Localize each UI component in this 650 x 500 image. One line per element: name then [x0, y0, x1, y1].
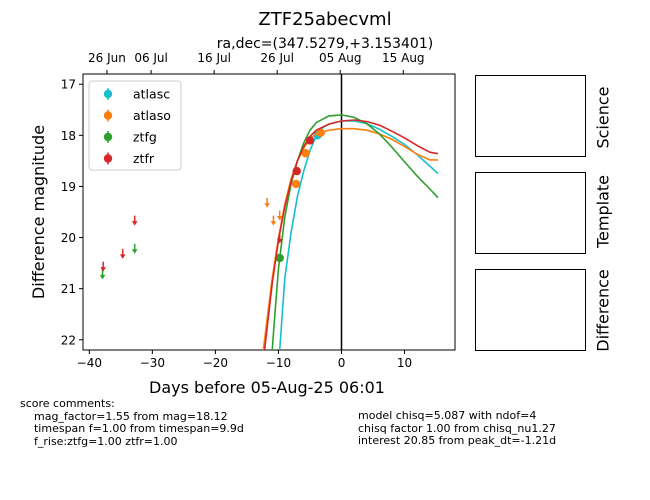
- x-tick-label: −20: [203, 356, 228, 370]
- science-image-panel: [475, 75, 586, 157]
- difference-label: Difference: [593, 269, 613, 352]
- y-tick-label: 18: [61, 129, 76, 143]
- chart-subtitle: ra,dec=(347.5279,+3.153401): [217, 36, 433, 52]
- plot-frame: [82, 73, 456, 351]
- top-tick-label: 15 Aug: [382, 51, 425, 65]
- upper-limit-arrowhead-atlaso: [264, 203, 270, 208]
- upper-limit-arrowhead-ztfr: [276, 239, 283, 244]
- plot-area: [99, 74, 439, 350]
- y-axis-label: Difference magnitude: [29, 125, 48, 299]
- legend-label-atlasc: atlasc: [133, 87, 170, 102]
- detection-atlaso: [301, 149, 310, 158]
- legend-marker-ztfr: [103, 154, 113, 163]
- upper-limit-arrowhead-ztfr: [100, 267, 106, 272]
- model-curve-ztfr: [263, 119, 439, 350]
- score-comments: score comments: mag_factor=1.55 from mag…: [20, 397, 244, 448]
- detection-ztfg: [275, 253, 284, 263]
- upper-limit-arrowhead-atlaso: [276, 216, 283, 221]
- upper-limit-arrowhead-ztfr: [131, 221, 138, 226]
- y-tick-label: 17: [61, 78, 76, 92]
- detection-ztfr: [292, 166, 301, 176]
- legend-box: [88, 80, 182, 171]
- top-tick-label: 16 Jul: [197, 51, 231, 65]
- y-tick-label: 21: [61, 282, 76, 296]
- x-tick-label: −30: [140, 356, 165, 370]
- top-tick-label: 26 Jun: [88, 51, 126, 65]
- difference-image-panel: [475, 269, 586, 351]
- upper-limit-arrowhead-ztfg: [131, 249, 138, 254]
- detection-atlaso: [291, 179, 301, 189]
- legend-label-ztfr: ztfr: [133, 151, 155, 166]
- legend-marker-atlaso: [103, 111, 113, 120]
- template-image-panel: [475, 172, 586, 254]
- y-tick-label: 22: [61, 333, 76, 347]
- upper-limit-arrowhead-ztfg: [99, 274, 106, 280]
- x-tick-label: 10: [397, 356, 412, 370]
- legend-marker-ztfg: [103, 132, 113, 142]
- legend-marker-atlasc: [103, 89, 113, 99]
- top-tick-label: 06 Jul: [134, 51, 168, 65]
- chart-title: ZTF25abecvml: [258, 9, 391, 30]
- science-label: Science: [593, 86, 613, 149]
- legend-label-atlaso: atlaso: [133, 108, 171, 123]
- legend: atlasc atlaso ztfg ztfr: [88, 80, 182, 171]
- detection-atlaso: [316, 128, 325, 137]
- top-tick-label: 05 Aug: [319, 51, 362, 65]
- x-tick-label: −10: [266, 356, 291, 370]
- upper-limit-arrowhead-atlaso: [270, 221, 277, 226]
- top-tick-label: 26 Jul: [260, 51, 294, 65]
- x-tick-label: 0: [338, 356, 346, 370]
- model-curve-ztfg: [271, 114, 439, 350]
- template-label: Template: [593, 175, 613, 249]
- x-tick-label: −40: [77, 356, 102, 370]
- y-tick-label: 20: [61, 231, 76, 245]
- x-axis-label: Days before 05-Aug-25 06:01: [149, 378, 385, 397]
- upper-limit-arrowhead-ztfr: [119, 254, 126, 259]
- model-comments: model chisq=5.087 with ndof=4 chisq fact…: [358, 409, 557, 447]
- detection-ztfr: [305, 136, 315, 145]
- y-tick-label: 19: [61, 180, 76, 194]
- legend-label-ztfg: ztfg: [133, 130, 157, 145]
